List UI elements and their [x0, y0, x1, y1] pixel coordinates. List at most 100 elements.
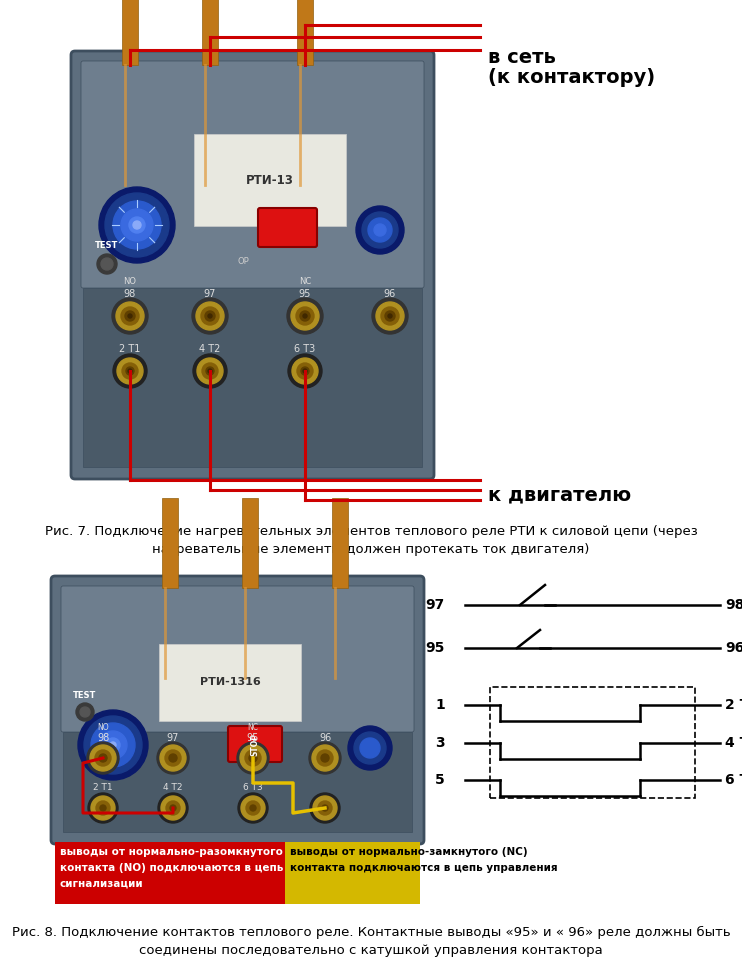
FancyBboxPatch shape: [81, 61, 424, 288]
Circle shape: [348, 726, 392, 770]
Circle shape: [241, 796, 265, 820]
Text: 4 T2: 4 T2: [725, 736, 742, 750]
Circle shape: [105, 193, 169, 257]
Circle shape: [87, 742, 119, 774]
FancyBboxPatch shape: [51, 576, 424, 844]
Circle shape: [297, 363, 313, 379]
Circle shape: [287, 298, 323, 334]
Circle shape: [318, 801, 332, 815]
Text: 97: 97: [426, 598, 445, 612]
Circle shape: [372, 298, 408, 334]
Circle shape: [129, 217, 145, 233]
Text: Рис. 7. Подключение нагревательных элементов теплового реле РТИ к силовой цепи (: Рис. 7. Подключение нагревательных элеме…: [45, 525, 697, 538]
Circle shape: [160, 745, 186, 771]
Circle shape: [205, 311, 215, 321]
Bar: [285, 842, 420, 904]
FancyBboxPatch shape: [258, 208, 317, 247]
Circle shape: [385, 311, 395, 321]
Bar: [297, 0, 313, 65]
Text: Рис. 8. Подключение контактов теплового реле. Контактные выводы «95» и « 96» рел: Рис. 8. Подключение контактов теплового …: [12, 926, 730, 939]
Text: 2 T1: 2 T1: [725, 698, 742, 712]
Text: в сеть: в сеть: [488, 48, 556, 67]
Circle shape: [321, 754, 329, 762]
Circle shape: [99, 731, 127, 759]
Circle shape: [165, 750, 181, 766]
Bar: [332, 498, 348, 588]
Bar: [122, 0, 138, 65]
Text: 6 T3: 6 T3: [243, 784, 263, 792]
Circle shape: [246, 801, 260, 815]
Text: NC: NC: [299, 278, 311, 286]
Text: 3: 3: [436, 736, 445, 750]
Circle shape: [303, 369, 307, 373]
Circle shape: [166, 801, 180, 815]
Bar: [202, 0, 218, 65]
Circle shape: [291, 302, 319, 330]
Circle shape: [157, 742, 189, 774]
Circle shape: [376, 302, 404, 330]
Circle shape: [249, 754, 257, 762]
Circle shape: [80, 707, 90, 717]
Circle shape: [126, 367, 134, 375]
Circle shape: [100, 805, 106, 811]
Circle shape: [91, 796, 115, 820]
Text: РТИ-1316: РТИ-1316: [200, 677, 260, 687]
Circle shape: [288, 354, 322, 388]
Circle shape: [360, 738, 380, 758]
Circle shape: [97, 254, 117, 274]
Text: 96: 96: [319, 733, 331, 743]
Circle shape: [101, 258, 113, 270]
Text: TEST: TEST: [95, 242, 119, 251]
Circle shape: [122, 363, 138, 379]
Circle shape: [158, 793, 188, 823]
FancyBboxPatch shape: [63, 732, 412, 832]
FancyBboxPatch shape: [228, 726, 282, 762]
Text: к двигателю: к двигателю: [488, 485, 631, 504]
Circle shape: [169, 754, 177, 762]
Circle shape: [381, 307, 399, 325]
Circle shape: [99, 754, 107, 762]
Circle shape: [161, 796, 185, 820]
Text: 98: 98: [97, 733, 109, 743]
Text: РТИ-13: РТИ-13: [246, 174, 294, 186]
Text: выводы от нормально-замкнутого (NC): выводы от нормально-замкнутого (NC): [290, 847, 528, 857]
Circle shape: [238, 793, 268, 823]
Circle shape: [99, 187, 175, 263]
FancyBboxPatch shape: [71, 51, 434, 479]
Circle shape: [88, 793, 118, 823]
Circle shape: [106, 738, 120, 752]
Circle shape: [125, 311, 135, 321]
Circle shape: [354, 732, 386, 764]
Text: контакта подключаются в цепь управления: контакта подключаются в цепь управления: [290, 863, 558, 873]
Circle shape: [245, 750, 261, 766]
Text: 98: 98: [725, 598, 742, 612]
Circle shape: [202, 363, 218, 379]
Text: STOP: STOP: [251, 733, 260, 756]
Bar: [55, 842, 285, 904]
Circle shape: [76, 703, 94, 721]
Bar: [242, 498, 258, 588]
Circle shape: [292, 358, 318, 384]
Circle shape: [121, 307, 139, 325]
Circle shape: [356, 206, 404, 254]
Circle shape: [310, 793, 340, 823]
Circle shape: [196, 302, 224, 330]
Text: сигнализации: сигнализации: [60, 879, 144, 889]
Text: 2 T1: 2 T1: [119, 344, 141, 354]
Text: 96: 96: [384, 289, 396, 299]
Circle shape: [96, 801, 110, 815]
FancyBboxPatch shape: [61, 586, 414, 732]
Text: NO: NO: [97, 724, 109, 733]
Circle shape: [250, 805, 256, 811]
Bar: [162, 498, 178, 588]
Circle shape: [113, 201, 161, 249]
Text: 97: 97: [167, 733, 179, 743]
FancyBboxPatch shape: [83, 288, 422, 467]
Circle shape: [206, 367, 214, 375]
Circle shape: [368, 218, 392, 242]
Text: 96: 96: [725, 641, 742, 655]
Circle shape: [301, 367, 309, 375]
Text: 98: 98: [124, 289, 136, 299]
Circle shape: [388, 314, 392, 318]
Text: OP: OP: [237, 256, 249, 265]
